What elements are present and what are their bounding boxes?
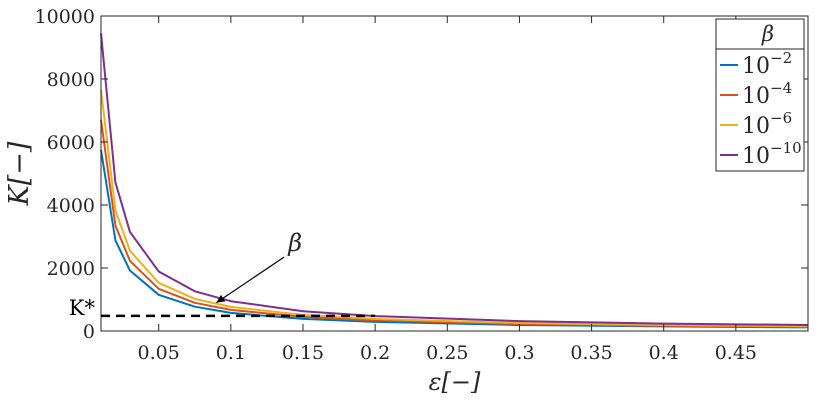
x-tick-label: 0.3 [504, 342, 534, 364]
x-tick-label: 0.05 [138, 342, 180, 364]
series-line-3 [100, 89, 809, 328]
y-tick-label: 0 [83, 321, 95, 343]
x-tick-label: 0.15 [282, 342, 324, 364]
x-tick-label: 0.4 [649, 342, 679, 364]
series-lines [100, 33, 809, 329]
y-tick-label: 8000 [47, 69, 95, 91]
annotations: K* β [69, 229, 376, 320]
legend: β10−210−410−610−10 [715, 18, 805, 172]
x-tick-label: 0.2 [360, 342, 390, 364]
y-tick-label: 10000 [35, 6, 95, 28]
y-axis-label: K[−] [4, 141, 35, 206]
k-star-label: K* [69, 296, 96, 320]
x-axis-label: ε[−] [429, 368, 481, 396]
y-tick-label: 4000 [47, 195, 95, 217]
y-tick-label: 2000 [47, 258, 95, 280]
series-line-4 [100, 33, 809, 326]
x-tick-label: 0.1 [216, 342, 246, 364]
x-tick-label: 0.35 [570, 342, 612, 364]
y-tick-label: 6000 [47, 132, 95, 154]
plot-frame [100, 15, 809, 332]
beta-arrow-label: β [287, 229, 302, 257]
x-tick-label: 0.25 [426, 342, 468, 364]
legend-title: β [761, 22, 774, 46]
beta-arrow-head [216, 294, 226, 303]
y-axis: 0 2000 4000 6000 8000 10000 [35, 6, 808, 343]
x-tick-label: 0.45 [715, 342, 757, 364]
x-axis: 0.05 0.1 0.15 0.2 0.25 0.3 0.35 0.4 0.45 [138, 16, 757, 364]
beta-arrow-line [216, 256, 285, 304]
series-line-2 [100, 119, 809, 328]
